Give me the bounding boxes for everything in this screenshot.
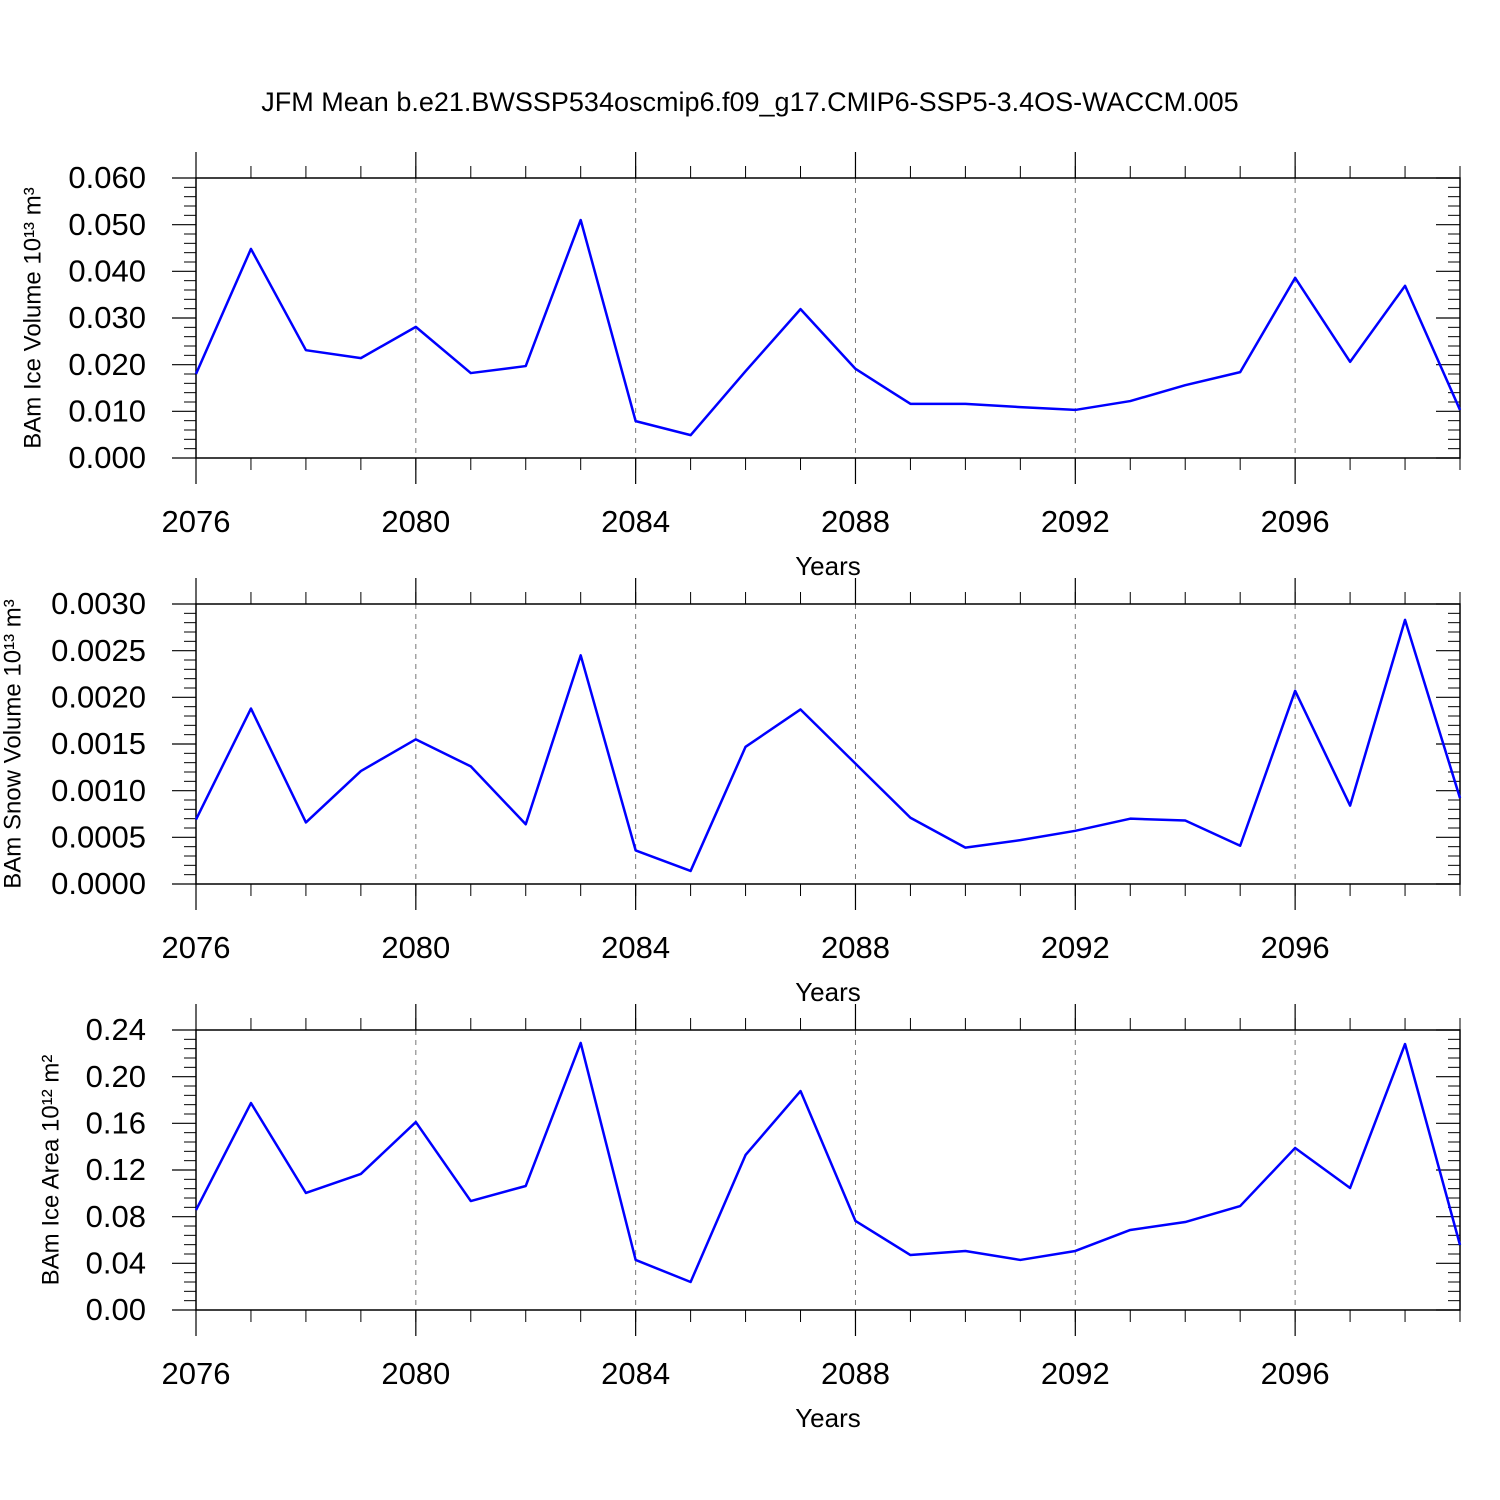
y-axis-label: BAm Ice Area 10¹² m²: [37, 1055, 64, 1286]
x-tick-label: 2096: [1261, 1356, 1330, 1391]
y-tick-label: 0.030: [68, 300, 146, 335]
x-tick-label: 2080: [381, 1356, 450, 1391]
x-tick-label: 2092: [1041, 1356, 1110, 1391]
plot-frame: [195, 1029, 1461, 1311]
x-tick-label: 2084: [601, 930, 670, 965]
y-tick-label: 0.020: [68, 347, 146, 382]
y-tick-label: 0.20: [86, 1059, 146, 1094]
x-tick-label: 2076: [162, 930, 231, 965]
y-tick-label: 0.000: [68, 440, 146, 475]
y-tick-label: 0.0030: [51, 586, 146, 621]
x-tick-label: 2092: [1041, 930, 1110, 965]
y-tick-label: 0.040: [68, 254, 146, 289]
x-tick-label: 2088: [821, 1356, 890, 1391]
x-tick-label: 2088: [821, 930, 890, 965]
x-axis-label: Years: [795, 551, 861, 581]
data-line: [194, 1041, 1462, 1284]
y-tick-label: 0.010: [68, 394, 146, 429]
y-tick-label: 0.0000: [51, 866, 146, 901]
x-axis-label: Years: [795, 977, 861, 1007]
y-axis-label: BAm Snow Volume 10¹³ m³: [0, 599, 26, 888]
x-tick-label: 2096: [1261, 504, 1330, 539]
y-tick-label: 0.0005: [51, 820, 146, 855]
x-tick-label: 2096: [1261, 930, 1330, 965]
y-axis-label: BAm Ice Volume 10¹³ m³: [19, 187, 46, 448]
y-tick-label: 0.08: [86, 1199, 146, 1234]
x-tick-label: 2076: [162, 504, 231, 539]
y-tick-label: 0.04: [86, 1246, 146, 1281]
y-tick-label: 0.12: [86, 1152, 146, 1187]
x-tick-label: 2092: [1041, 504, 1110, 539]
x-tick-label: 2080: [381, 930, 450, 965]
x-axis-label: Years: [795, 1403, 861, 1433]
y-tick-label: 0.0015: [51, 726, 146, 761]
y-tick-label: 0.16: [86, 1106, 146, 1141]
y-tick-label: 0.24: [86, 1012, 146, 1047]
y-tick-label: 0.0020: [51, 680, 146, 715]
x-tick-label: 2080: [381, 504, 450, 539]
x-tick-label: 2084: [601, 1356, 670, 1391]
y-tick-label: 0.00: [86, 1292, 146, 1327]
y-tick-label: 0.060: [68, 160, 146, 195]
y-tick-label: 0.0025: [51, 633, 146, 668]
y-tick-label: 0.0010: [51, 773, 146, 808]
figure-title: JFM Mean b.e21.BWSSP534oscmip6.f09_g17.C…: [261, 87, 1238, 117]
data-line: [194, 218, 1462, 437]
y-tick-label: 0.050: [68, 207, 146, 242]
x-tick-label: 2084: [601, 504, 670, 539]
plot-frame: [195, 603, 1461, 885]
x-tick-label: 2088: [821, 504, 890, 539]
data-line: [194, 618, 1462, 873]
x-tick-label: 2076: [162, 1356, 231, 1391]
plot-frame: [195, 177, 1461, 459]
